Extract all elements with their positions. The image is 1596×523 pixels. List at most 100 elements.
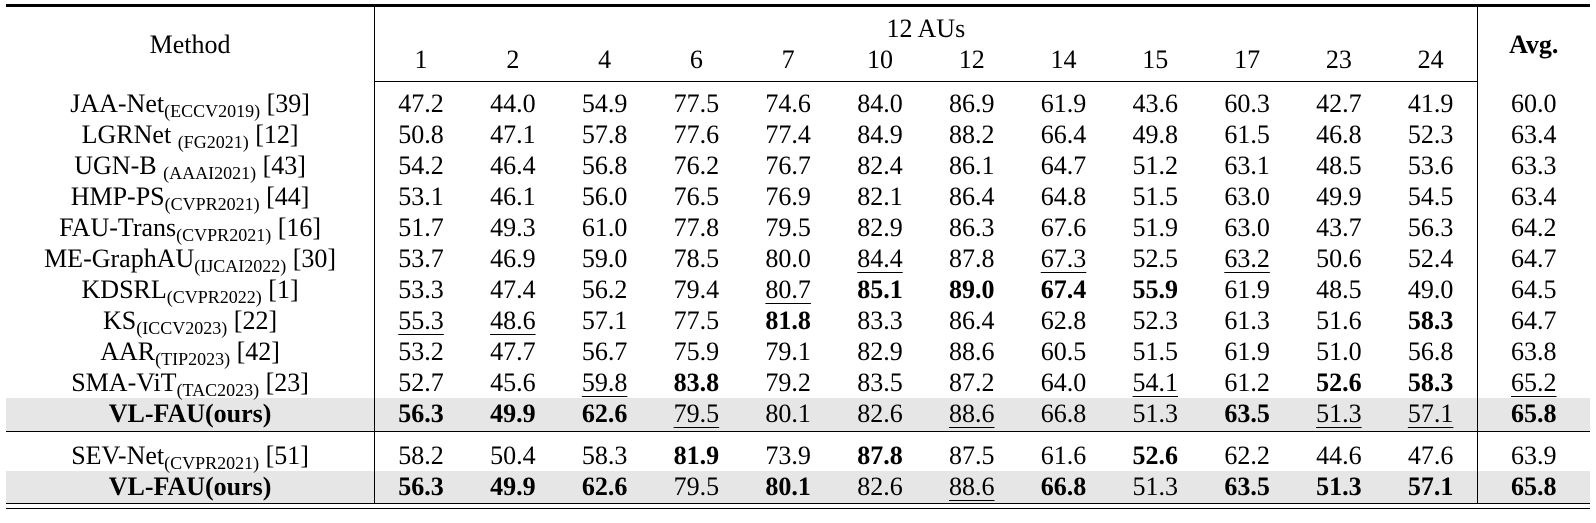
method-name: VL-FAU(ours) bbox=[108, 399, 272, 428]
score-cell: 47.1 bbox=[467, 119, 559, 150]
score-cell: 53.2 bbox=[374, 336, 467, 367]
score-cell: 52.6 bbox=[1293, 367, 1385, 398]
score-cell: 43.6 bbox=[1109, 82, 1201, 120]
table-row: FAU-Trans(CVPR2021) [16] 51.7 49.3 61.0 77.8… bbox=[6, 212, 1590, 244]
score-cell: 79.5 bbox=[742, 212, 834, 243]
score-value: 47.2 bbox=[398, 89, 444, 118]
score-value: 49.0 bbox=[1407, 275, 1454, 304]
score-cell: 51.3 bbox=[1292, 398, 1385, 432]
score-value: 52.7 bbox=[398, 368, 444, 397]
score-value: 44.0 bbox=[490, 89, 536, 118]
score-cell: 76.5 bbox=[651, 181, 743, 212]
score-value: 76.9 bbox=[765, 182, 811, 211]
score-value: 74.6 bbox=[765, 89, 811, 118]
score-cell: 87.8 bbox=[834, 431, 926, 471]
method-venue: (TAC2023) bbox=[176, 380, 260, 400]
score-value: 78.5 bbox=[673, 244, 720, 273]
score-cell: 53.6 bbox=[1385, 150, 1477, 181]
avg-cell: 64.2 bbox=[1476, 212, 1590, 243]
score-value: 76.5 bbox=[673, 182, 720, 211]
score-cell: 77.8 bbox=[651, 212, 743, 243]
score-cell: 66.4 bbox=[1018, 119, 1110, 150]
score-value: 51.5 bbox=[1132, 182, 1179, 211]
score-value: 52.6 bbox=[1316, 368, 1362, 397]
score-value: 51.5 bbox=[1132, 337, 1179, 366]
score-cell: 47.2 bbox=[374, 81, 467, 119]
score-cell: 51.5 bbox=[1109, 336, 1201, 367]
score-cell: 82.4 bbox=[834, 150, 926, 181]
avg-cell: 64.7 bbox=[1476, 243, 1590, 274]
score-value: 79.2 bbox=[765, 368, 811, 397]
score-cell: 77.6 bbox=[651, 119, 743, 150]
avg-header: Avg. bbox=[1476, 5, 1590, 82]
score-cell: 51.0 bbox=[1293, 336, 1385, 367]
score-cell: 82.1 bbox=[834, 181, 926, 212]
score-cell: 63.0 bbox=[1201, 212, 1293, 243]
score-cell: 59.0 bbox=[559, 243, 651, 274]
avg-value: 63.4 bbox=[1511, 120, 1557, 149]
score-value: 55.9 bbox=[1132, 275, 1179, 304]
score-value: 54.5 bbox=[1407, 182, 1454, 211]
score-cell: 61.9 bbox=[1018, 82, 1110, 120]
method-venue: (IJCAI2022) bbox=[194, 256, 287, 276]
bottom-rule bbox=[6, 503, 1590, 504]
score-cell: 41.9 bbox=[1385, 82, 1477, 120]
score-value: 53.7 bbox=[398, 244, 444, 273]
avg-cell: 63.4 bbox=[1476, 181, 1590, 212]
score-value: 83.8 bbox=[673, 368, 720, 397]
avg-value: 64.7 bbox=[1511, 306, 1557, 335]
score-cell: 73.9 bbox=[742, 431, 835, 471]
score-cell: 79.2 bbox=[742, 367, 834, 398]
method-ref: [51] bbox=[265, 441, 309, 470]
score-cell: 50.8 bbox=[374, 119, 467, 150]
score-cell: 56.3 bbox=[374, 471, 467, 503]
score-value: 56.3 bbox=[398, 399, 444, 428]
score-value: 82.6 bbox=[857, 472, 903, 501]
method-cell: JAA-Net(ECCV2019) [39] bbox=[6, 82, 375, 120]
score-cell: 66.8 bbox=[1017, 471, 1110, 503]
score-value: 80.1 bbox=[765, 399, 811, 428]
score-value: 52.5 bbox=[1132, 244, 1179, 273]
score-cell: 83.3 bbox=[834, 305, 926, 336]
score-cell: 63.0 bbox=[1201, 181, 1293, 212]
method-name: VL-FAU(ours) bbox=[108, 472, 272, 501]
score-value: 44.6 bbox=[1316, 441, 1362, 470]
score-value: 62.2 bbox=[1224, 441, 1270, 470]
score-cell: 54.5 bbox=[1385, 181, 1477, 212]
score-value: 77.5 bbox=[673, 89, 720, 118]
score-cell: 52.7 bbox=[374, 367, 467, 398]
score-value: 63.5 bbox=[1224, 472, 1270, 501]
score-value: 56.2 bbox=[581, 275, 628, 304]
au-results-table: Method 12 AUs Avg. 1 2 4 6 7 10 12 14 15 17 23 24 J… bbox=[6, 4, 1590, 503]
method-ref: [12] bbox=[255, 120, 299, 149]
score-cell: 88.2 bbox=[926, 119, 1018, 150]
score-cell: 55.3 bbox=[374, 305, 467, 336]
score-value: 58.2 bbox=[398, 441, 444, 470]
avg-value: 64.5 bbox=[1511, 275, 1557, 304]
method-name: LGRNet bbox=[81, 120, 178, 149]
score-cell: 82.6 bbox=[834, 471, 926, 503]
score-value: 82.9 bbox=[857, 337, 903, 366]
score-cell: 51.6 bbox=[1293, 305, 1385, 336]
score-cell: 58.3 bbox=[1385, 367, 1477, 398]
score-value: 76.2 bbox=[673, 151, 720, 180]
score-value: 52.6 bbox=[1132, 441, 1179, 470]
score-value: 52.3 bbox=[1132, 306, 1179, 335]
score-value: 51.7 bbox=[398, 213, 444, 242]
score-cell: 61.9 bbox=[1201, 274, 1293, 305]
score-cell: 61.9 bbox=[1201, 336, 1293, 367]
bottom-rule-2 bbox=[6, 508, 1590, 509]
score-value: 81.8 bbox=[765, 306, 811, 335]
score-value: 61.2 bbox=[1224, 368, 1270, 397]
score-value: 52.4 bbox=[1407, 244, 1454, 273]
score-cell: 49.9 bbox=[466, 471, 559, 503]
score-value: 49.8 bbox=[1132, 120, 1179, 149]
score-value: 55.3 bbox=[398, 306, 444, 335]
method-name: AAR bbox=[100, 337, 156, 366]
score-cell: 86.4 bbox=[926, 305, 1018, 336]
score-value: 82.4 bbox=[857, 151, 903, 180]
score-value: 59.8 bbox=[581, 368, 628, 397]
score-value: 77.8 bbox=[673, 213, 720, 242]
method-cell: VL-FAU(ours) bbox=[6, 398, 375, 432]
method-name: SEV-Net bbox=[71, 441, 165, 470]
